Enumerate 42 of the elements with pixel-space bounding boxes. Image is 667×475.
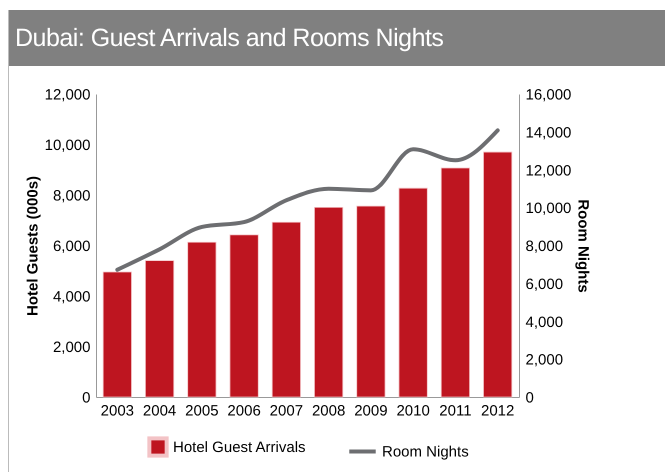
y2-tick-label: 16,000 [526, 86, 572, 104]
x-tick-label: 2010 [396, 402, 430, 420]
y-tick-label: 8,000 [52, 188, 90, 204]
legend-label: Room Nights [382, 444, 469, 460]
x-tick-label: 2005 [185, 402, 219, 420]
y-tick-label: 2,000 [52, 339, 90, 356]
y-tick-label: 10,000 [44, 137, 90, 154]
bar [440, 168, 470, 398]
legend-label: Hotel Guest Arrivals [173, 439, 306, 456]
bar [398, 188, 428, 398]
y-tick-label: 6,000 [52, 238, 90, 255]
y2-tick-label: 8,000 [526, 238, 564, 255]
bar [272, 222, 301, 398]
bar [230, 234, 259, 398]
x-tick-label: 2012 [480, 402, 514, 420]
bar [145, 260, 174, 398]
x-tick-label: 2006 [227, 402, 261, 420]
y-tick-label: 4,000 [52, 288, 90, 306]
y2-axis-title: Room Nights [574, 199, 592, 293]
bar [483, 152, 512, 398]
y2-tick-label: 4,000 [526, 314, 564, 331]
x-tick-label: 2004 [142, 402, 176, 420]
bar [187, 242, 216, 398]
bar [102, 272, 132, 398]
y-tick-label: 12,000 [44, 86, 90, 104]
bar [356, 206, 386, 398]
bar [314, 206, 344, 398]
x-tick-label: 2008 [312, 402, 346, 420]
x-tick-label: 2003 [100, 402, 134, 420]
y2-tick-label: 10,000 [526, 200, 572, 218]
chart-title: Dubai: Guest Arrivals and Rooms Nights [9, 10, 665, 66]
y-tick-label: 0 [82, 390, 90, 406]
y2-tick-label: 0 [526, 390, 534, 406]
y2-tick-label: 6,000 [526, 276, 564, 293]
y2-tick-label: 2,000 [526, 352, 564, 369]
y2-tick-label: 12,000 [526, 162, 572, 180]
y2-tick-label: 14,000 [526, 124, 572, 142]
line-series [115, 128, 500, 272]
y-axis-title: Hotel Guests (000s) [24, 176, 42, 316]
x-tick-label: 2007 [270, 402, 304, 420]
x-tick-label: 2011 [439, 402, 472, 420]
x-tick-label: 2009 [354, 402, 388, 420]
